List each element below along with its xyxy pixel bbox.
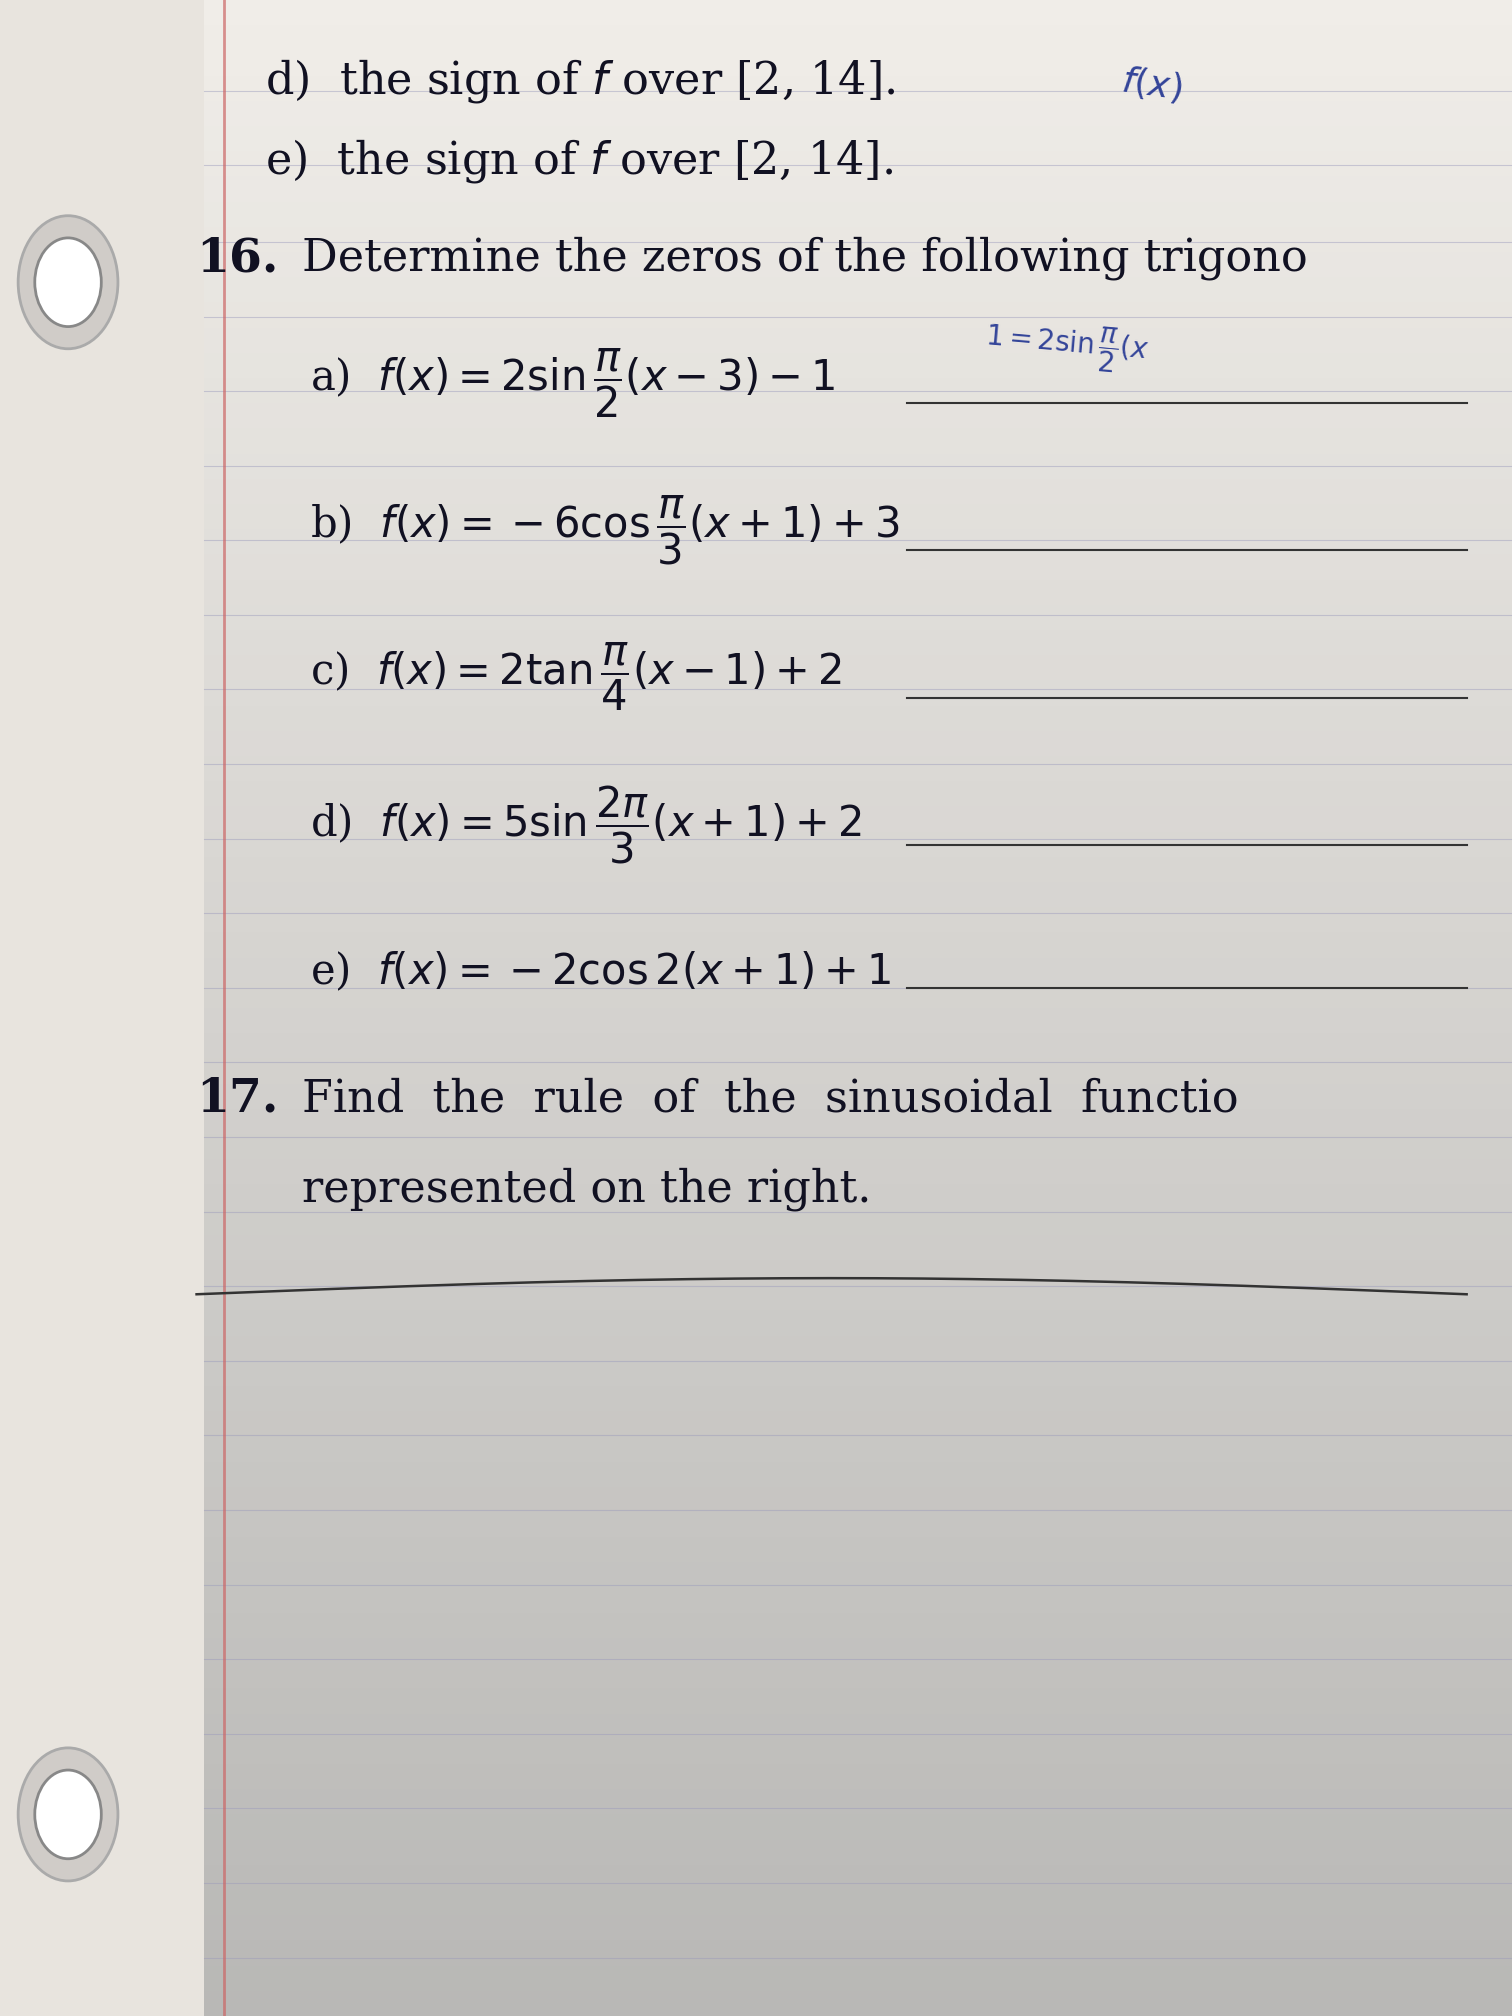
Circle shape xyxy=(35,238,101,327)
Bar xyxy=(204,1234,1512,1260)
Bar xyxy=(204,278,1512,302)
Text: $1 = 2\sin\dfrac{\pi}{2}(x$: $1 = 2\sin\dfrac{\pi}{2}(x$ xyxy=(983,314,1151,379)
Text: a)  $f(x) = 2 \sin \dfrac{\pi}{2}(x-3) - 1$: a) $f(x) = 2 \sin \dfrac{\pi}{2}(x-3) - … xyxy=(310,347,835,419)
Bar xyxy=(204,1589,1512,1613)
Bar xyxy=(204,984,1512,1008)
Bar xyxy=(204,1008,1512,1032)
Bar xyxy=(204,403,1512,429)
Bar xyxy=(204,1210,1512,1234)
Bar xyxy=(204,26,1512,50)
Bar xyxy=(204,581,1512,605)
Bar xyxy=(204,329,1512,353)
Bar xyxy=(204,1687,1512,1714)
Bar xyxy=(204,0,1512,24)
Text: represented on the right.: represented on the right. xyxy=(302,1167,872,1212)
Text: b)  $f(x) = -6 \cos \dfrac{\pi}{3}(x+1) + 3$: b) $f(x) = -6 \cos \dfrac{\pi}{3}(x+1) +… xyxy=(310,494,900,566)
Bar xyxy=(204,756,1512,780)
Bar xyxy=(204,782,1512,806)
Bar xyxy=(204,101,1512,125)
Bar xyxy=(204,1790,1512,1814)
Bar xyxy=(204,1435,1512,1462)
Bar xyxy=(204,931,1512,958)
Bar xyxy=(204,1310,1512,1335)
Bar xyxy=(204,530,1512,554)
Bar xyxy=(204,1841,1512,1865)
Bar xyxy=(204,907,1512,931)
Bar xyxy=(204,1034,1512,1058)
Bar xyxy=(204,1939,1512,1966)
Bar xyxy=(204,1814,1512,1839)
Bar xyxy=(204,1512,1512,1536)
Bar xyxy=(204,629,1512,655)
Bar xyxy=(204,605,1512,629)
Bar xyxy=(204,1133,1512,1159)
Bar xyxy=(204,1562,1512,1589)
Text: e)  $f(x) = -2 \cos 2(x+1) + 1$: e) $f(x) = -2 \cos 2(x+1) + 1$ xyxy=(310,950,892,994)
Bar xyxy=(204,1613,1512,1637)
Bar xyxy=(204,1488,1512,1512)
Bar xyxy=(204,504,1512,528)
Bar xyxy=(204,554,1512,581)
Bar xyxy=(204,1387,1512,1411)
Bar xyxy=(204,1891,1512,1915)
Bar xyxy=(0,0,204,2016)
Bar xyxy=(204,655,1512,681)
Bar xyxy=(204,228,1512,252)
Bar xyxy=(204,1865,1512,1891)
Circle shape xyxy=(35,1770,101,1859)
Bar xyxy=(204,1159,1512,1185)
Bar xyxy=(204,125,1512,151)
Bar xyxy=(204,1714,1512,1738)
Bar xyxy=(204,1738,1512,1764)
Bar xyxy=(204,480,1512,504)
Bar xyxy=(204,1663,1512,1689)
Text: Determine the zeros of the following trigono: Determine the zeros of the following tri… xyxy=(302,236,1308,280)
Bar xyxy=(204,1058,1512,1085)
Bar xyxy=(204,1764,1512,1790)
Bar xyxy=(204,857,1512,883)
Bar xyxy=(204,732,1512,756)
Circle shape xyxy=(18,1748,118,1881)
Text: d)  $f(x) = 5 \sin \dfrac{2\pi}{3}(x+1) + 2$: d) $f(x) = 5 \sin \dfrac{2\pi}{3}(x+1) +… xyxy=(310,784,862,865)
Bar xyxy=(204,1286,1512,1310)
Bar xyxy=(204,1183,1512,1210)
Bar xyxy=(204,252,1512,276)
Circle shape xyxy=(18,216,118,349)
Bar xyxy=(204,151,1512,177)
Bar xyxy=(204,958,1512,984)
Text: $f(x)$: $f(x)$ xyxy=(1119,62,1184,107)
Bar xyxy=(204,681,1512,706)
Bar xyxy=(204,1085,1512,1109)
Bar xyxy=(204,883,1512,907)
Bar xyxy=(204,1536,1512,1562)
Bar xyxy=(204,1337,1512,1361)
Bar xyxy=(204,1361,1512,1387)
Bar xyxy=(204,1109,1512,1133)
Bar xyxy=(204,833,1512,857)
Bar xyxy=(204,454,1512,480)
Text: Find  the  rule  of  the  sinusoidal  functio: Find the rule of the sinusoidal functio xyxy=(302,1077,1238,1121)
Bar xyxy=(204,1411,1512,1437)
Bar xyxy=(204,1462,1512,1488)
Bar xyxy=(204,77,1512,101)
Text: 17.: 17. xyxy=(197,1077,278,1121)
Bar xyxy=(204,1915,1512,1939)
Bar xyxy=(204,1992,1512,2016)
Bar xyxy=(204,302,1512,327)
Bar xyxy=(204,806,1512,831)
Bar xyxy=(204,1637,1512,1663)
Text: e)  the sign of $f$ over [2, 14].: e) the sign of $f$ over [2, 14]. xyxy=(265,137,892,185)
Bar xyxy=(204,177,1512,202)
Bar xyxy=(204,706,1512,732)
Bar xyxy=(204,353,1512,379)
Bar xyxy=(204,379,1512,403)
Bar xyxy=(204,1260,1512,1286)
Text: c)  $f(x) = 2 \tan \dfrac{\pi}{4}(x-1) + 2$: c) $f(x) = 2 \tan \dfrac{\pi}{4}(x-1) + … xyxy=(310,641,842,714)
Text: 16.: 16. xyxy=(197,236,278,280)
Bar xyxy=(204,1966,1512,1992)
Bar xyxy=(204,50,1512,75)
Text: d)  the sign of $f$ over [2, 14].: d) the sign of $f$ over [2, 14]. xyxy=(265,56,895,105)
Bar xyxy=(204,202,1512,228)
Bar xyxy=(204,429,1512,454)
